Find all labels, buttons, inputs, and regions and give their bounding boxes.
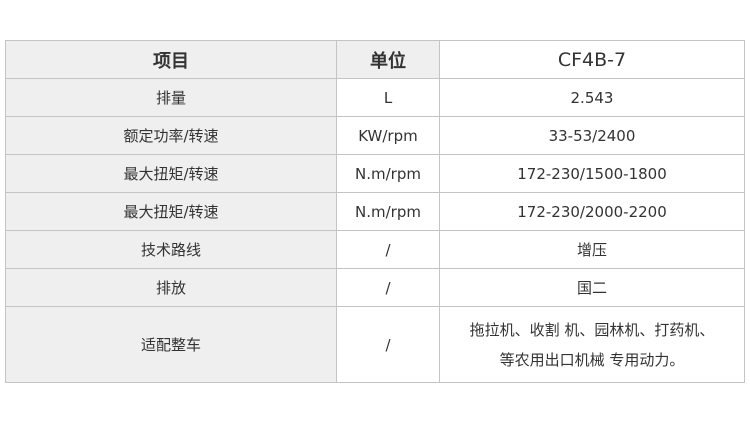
row-unit: / [336, 306, 440, 383]
row-unit: N.m/rpm [336, 192, 440, 231]
row-item: 最大扭矩/转速 [5, 192, 337, 231]
table-row: 适配整车 / 拖拉机、收割 机、园林机、打药机、 等农用出口机械 专用动力。 [5, 306, 745, 383]
row-item: 额定功率/转速 [5, 116, 337, 155]
row-value: 国二 [439, 268, 745, 307]
spec-table: 项目 单位 CF4B-7 排量 L 2.543 额定功率/转速 KW/rpm 33-53… [5, 40, 745, 383]
row-value: 172-230/1500-1800 [439, 154, 745, 193]
row-unit: KW/rpm [336, 116, 440, 155]
header-item: 项目 [5, 40, 337, 79]
row-unit: L [336, 78, 440, 117]
row-value: 2.543 [439, 78, 745, 117]
row-value: 172-230/2000-2200 [439, 192, 745, 231]
row-unit: / [336, 268, 440, 307]
table-row: 技术路线 / 增压 [5, 230, 745, 269]
row-unit: N.m/rpm [336, 154, 440, 193]
row-item: 最大扭矩/转速 [5, 154, 337, 193]
row-value: 拖拉机、收割 机、园林机、打药机、 等农用出口机械 专用动力。 [439, 306, 745, 383]
table-row: 最大扭矩/转速 N.m/rpm 172-230/1500-1800 [5, 154, 745, 193]
row-item: 排放 [5, 268, 337, 307]
row-unit: / [336, 230, 440, 269]
table-row: 排放 / 国二 [5, 268, 745, 307]
table-row: 额定功率/转速 KW/rpm 33-53/2400 [5, 116, 745, 155]
header-model: CF4B-7 [439, 40, 745, 79]
row-item: 适配整车 [5, 306, 337, 383]
table-row: 排量 L 2.543 [5, 78, 745, 117]
table-row: 最大扭矩/转速 N.m/rpm 172-230/2000-2200 [5, 192, 745, 231]
row-item: 排量 [5, 78, 337, 117]
value-line: 拖拉机、收割 机、园林机、打药机、 [469, 320, 715, 339]
row-value: 增压 [439, 230, 745, 269]
table-header-row: 项目 单位 CF4B-7 [5, 40, 745, 79]
row-value: 33-53/2400 [439, 116, 745, 155]
value-line: 等农用出口机械 专用动力。 [499, 350, 685, 369]
header-unit: 单位 [336, 40, 440, 79]
row-item: 技术路线 [5, 230, 337, 269]
